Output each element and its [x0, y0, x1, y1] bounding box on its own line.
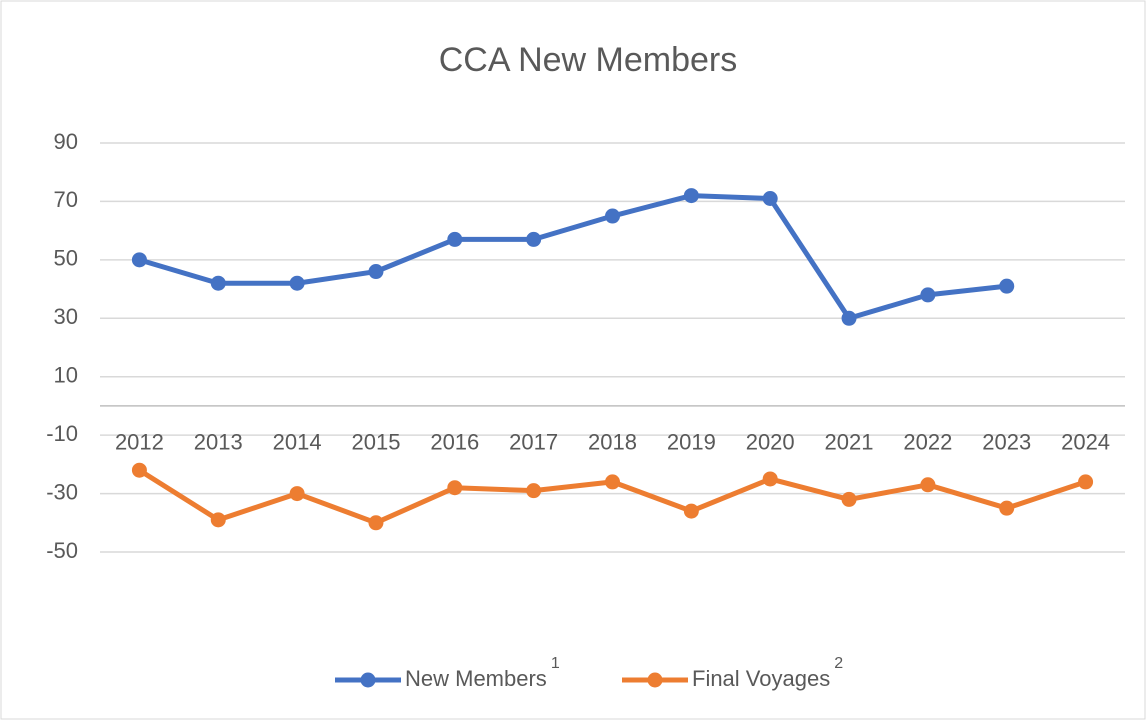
- data-point: [447, 231, 463, 247]
- legend-footnote: 2: [834, 655, 843, 672]
- y-tick-label: 30: [54, 304, 78, 329]
- x-tick-label: 2019: [667, 430, 716, 455]
- x-tick-label: 2012: [115, 430, 164, 455]
- data-point: [289, 275, 305, 291]
- y-tick-label: 50: [54, 246, 78, 271]
- legend-label: New Members: [405, 666, 547, 691]
- data-point: [999, 278, 1015, 294]
- y-tick-label: -30: [46, 479, 78, 504]
- y-tick-label: -10: [46, 421, 78, 446]
- y-tick-label: 90: [54, 129, 78, 154]
- data-point: [683, 503, 699, 519]
- legend-marker: [360, 672, 376, 688]
- data-point: [289, 486, 305, 502]
- data-point: [605, 474, 620, 490]
- legend-marker: [647, 672, 663, 688]
- x-tick-label: 2014: [273, 430, 322, 455]
- y-tick-label: -50: [46, 538, 78, 563]
- data-point: [762, 191, 778, 207]
- data-point: [210, 512, 226, 528]
- x-tick-label: 2022: [903, 430, 952, 455]
- data-point: [210, 275, 226, 291]
- data-point: [762, 471, 778, 487]
- x-tick-label: 2020: [746, 430, 795, 455]
- data-point: [683, 188, 699, 204]
- series-line: [138, 193, 1008, 321]
- data-point: [841, 491, 857, 507]
- data-point: [920, 477, 936, 493]
- data-point: [1078, 474, 1094, 490]
- data-point: [526, 483, 542, 499]
- data-point: [368, 515, 384, 531]
- x-tick-label: 2015: [351, 430, 400, 455]
- data-point: [368, 264, 384, 280]
- x-tick-label: 2016: [430, 430, 479, 455]
- x-tick-label: 2018: [588, 430, 637, 455]
- x-tick-label: 2017: [509, 430, 558, 455]
- legend-label: Final Voyages: [692, 666, 830, 691]
- x-tick-label: 2013: [194, 430, 243, 455]
- x-tick-label: 2021: [825, 430, 874, 455]
- data-point: [526, 231, 542, 247]
- data-point: [841, 310, 857, 326]
- data-point: [131, 252, 147, 268]
- data-point: [447, 480, 463, 496]
- data-point: [605, 208, 620, 224]
- x-tick-label: 2023: [982, 430, 1031, 455]
- x-tick-label: 2024: [1061, 430, 1110, 455]
- legend-footnote: 1: [551, 655, 560, 672]
- data-point: [920, 287, 936, 303]
- data-point: [999, 500, 1015, 516]
- y-tick-label: 10: [54, 363, 78, 388]
- data-point: [131, 462, 147, 478]
- chart-title: CCA New Members: [439, 41, 738, 79]
- y-tick-label: 70: [54, 187, 78, 212]
